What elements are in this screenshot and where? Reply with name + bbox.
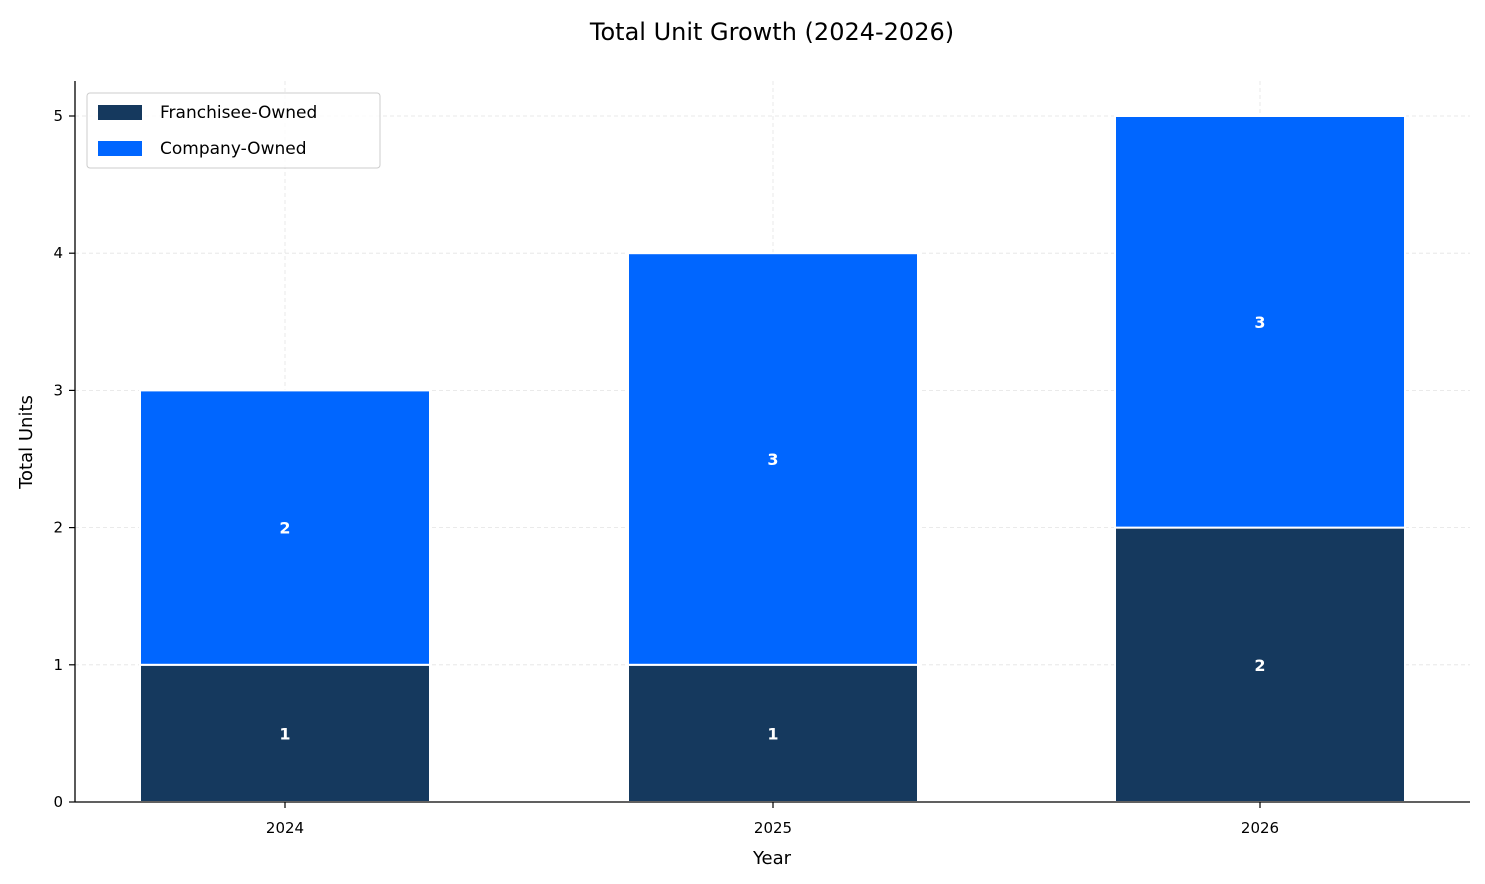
legend-swatch: [98, 141, 142, 156]
bar-company-owned-2026: [1114, 115, 1406, 529]
legend-swatch: [98, 105, 142, 120]
legend-label: Company-Owned: [160, 139, 307, 159]
x-tick-label: 2024: [266, 819, 304, 837]
bar-franchisee-owned-2026: [1114, 526, 1406, 803]
y-tick-label: 0: [53, 793, 63, 811]
bar-company-owned-2024: [139, 389, 431, 666]
bar-value-label: 1: [767, 724, 778, 743]
x-tick-label: 2025: [754, 819, 792, 837]
bar-value-label: 1: [279, 724, 290, 743]
y-tick-label: 3: [53, 381, 63, 399]
bar-company-owned-2025: [627, 252, 919, 666]
legend: Franchisee-Owned Company-Owned: [86, 92, 381, 169]
bar-value-label: 2: [279, 519, 290, 538]
bar-value-label: 3: [767, 450, 778, 469]
ticks: 0 1 2 3 4 5 2024 2025 2026: [53, 107, 1279, 837]
y-tick-label: 1: [53, 656, 63, 674]
bar-labels: 1 2 1 3 2 3: [279, 313, 1265, 744]
y-axis-title: Total Units: [16, 395, 37, 490]
legend-frame: [86, 92, 381, 169]
x-tick-label: 2026: [1241, 819, 1279, 837]
bars: [139, 115, 1406, 803]
chart-title: Total Unit Growth (2024-2026): [589, 18, 954, 46]
y-tick-label: 2: [53, 519, 63, 537]
y-tick-label: 4: [53, 244, 63, 262]
legend-label: Franchisee-Owned: [160, 103, 317, 123]
bar-value-label: 3: [1254, 313, 1265, 332]
x-axis-title: Year: [752, 848, 792, 869]
bar-franchisee-owned-2025: [627, 663, 919, 803]
bar-value-label: 2: [1254, 656, 1265, 675]
y-tick-label: 5: [53, 107, 63, 125]
